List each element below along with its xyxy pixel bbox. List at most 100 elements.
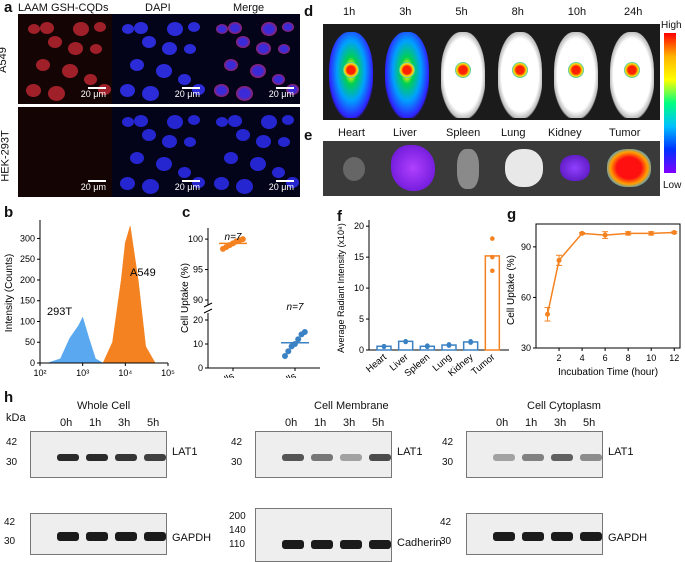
cell-nucleus — [286, 84, 299, 95]
lane-time-label: 3h — [554, 417, 567, 429]
timepoint-label: 3h — [399, 6, 412, 18]
cell-nucleus — [84, 74, 97, 85]
scale-bar-label: 20 μm — [174, 182, 200, 192]
blot-bottom-protein-label: GAPDH — [608, 532, 648, 544]
kda-marker: 42 — [440, 517, 452, 528]
mouse-image — [379, 24, 435, 120]
micrograph-r0-c1: 20 μm — [112, 14, 206, 104]
timepoint-label: 8h — [511, 6, 524, 18]
scale-bar-label: 20 μm — [80, 89, 106, 99]
cell-nucleus — [142, 129, 156, 141]
organ-tumor — [607, 149, 651, 187]
tumor-signal — [399, 62, 416, 78]
y-tick-label: 150 — [20, 296, 35, 306]
cell-nucleus — [286, 177, 299, 188]
cell-nucleus — [278, 137, 290, 147]
loading-control-band — [282, 540, 304, 549]
organ-name-label: Spleen — [446, 127, 481, 139]
scale-bar-label: 20 μm — [268, 182, 294, 192]
y-tick-label: 20 — [193, 315, 203, 325]
kda-marker: 42 — [6, 437, 18, 448]
cell-nucleus — [236, 36, 250, 48]
loading-control-band — [551, 532, 573, 541]
y-tick-label: 10 — [193, 339, 203, 349]
organ-image-strip — [323, 141, 660, 196]
y-tick-label: 5 — [359, 314, 364, 324]
lane-time-label: 3h — [118, 417, 131, 429]
protein-band — [86, 454, 108, 461]
lane-time-label: 0h — [60, 417, 73, 429]
cell-nucleus — [98, 84, 111, 95]
kda-marker: 42 — [4, 517, 16, 528]
protein-band — [115, 454, 137, 461]
organ-lung — [505, 149, 543, 187]
cell-nucleus — [192, 177, 205, 188]
cell-nucleus — [134, 22, 148, 34]
cell-nucleus — [28, 24, 40, 34]
cell-nucleus — [73, 115, 89, 129]
protein-band — [551, 454, 573, 461]
col-label-merge: Merge — [233, 2, 265, 14]
y-tick-label: 60 — [521, 292, 531, 302]
kda-marker: 140 — [229, 525, 246, 536]
y-axis-label: Intensity (Counts) — [4, 254, 15, 332]
cell-nucleus — [256, 42, 271, 55]
y-tick-label: 90 — [193, 295, 203, 305]
cell-nucleus — [26, 177, 41, 190]
x-axis-label: Incubation Time (hour) — [558, 367, 658, 378]
y-tick-label: 0 — [30, 358, 35, 368]
protein-band — [282, 454, 304, 461]
data-point — [556, 257, 562, 263]
cell-nucleus — [40, 115, 54, 127]
cell-nucleus — [48, 179, 65, 194]
cell-nucleus — [228, 115, 242, 127]
cell-nucleus — [162, 42, 177, 55]
blot-bottom-membrane — [255, 508, 392, 562]
timepoint-label: 5h — [455, 6, 468, 18]
x-tick-label: Heart — [364, 352, 389, 376]
kda-marker: 30 — [440, 536, 452, 547]
x-tick-label: Tumor Cells — [185, 371, 237, 378]
x-tick-label: Normal Cells — [243, 371, 298, 378]
y-tick-label: 0 — [359, 345, 364, 355]
plot-frame — [535, 223, 681, 349]
n-annotation: n=7 — [225, 232, 242, 243]
organ-liver — [391, 145, 435, 191]
cell-nucleus — [250, 64, 266, 78]
scale-bar-line — [88, 180, 106, 182]
x-tick-label: 10³ — [76, 368, 89, 378]
cell-nucleus — [184, 44, 196, 54]
cell-nucleus — [94, 22, 106, 32]
lane-time-label: 0h — [496, 417, 509, 429]
blot-top-protein-label: LAT1 — [608, 446, 634, 458]
bar-point — [381, 343, 387, 349]
y-tick-label: 50 — [25, 337, 35, 347]
cell-nucleus — [184, 137, 196, 147]
protein-band — [340, 454, 362, 461]
loading-control-band — [115, 532, 137, 541]
loading-control-band — [57, 532, 79, 541]
cell-nucleus — [84, 167, 97, 178]
loading-control-band — [493, 532, 515, 541]
tumor-signal — [343, 62, 359, 78]
tumor-signal — [624, 62, 640, 78]
bar-point — [490, 254, 495, 260]
lane-time-label: 3h — [343, 417, 356, 429]
cell-nucleus — [214, 84, 229, 97]
blot-top-protein-label: LAT1 — [397, 446, 423, 458]
micrograph-r0-c2: 20 μm — [206, 14, 300, 104]
colorbar — [664, 33, 676, 173]
row-label-hek: HEK-293T — [0, 130, 12, 182]
micrograph-r1-c0: 20 μm — [18, 107, 112, 197]
organ-spleen — [457, 149, 479, 189]
cell-nucleus — [122, 24, 134, 34]
y-tick-label: 90 — [521, 242, 531, 252]
cell-nucleus — [178, 74, 191, 85]
cell-nucleus — [48, 129, 62, 141]
cell-nucleus — [40, 22, 54, 34]
mouse-image — [491, 24, 547, 120]
lane-time-label: 5h — [372, 417, 385, 429]
loading-control-band — [144, 532, 166, 541]
row-label-a549: A549 — [0, 47, 9, 73]
bar-point — [425, 343, 430, 348]
